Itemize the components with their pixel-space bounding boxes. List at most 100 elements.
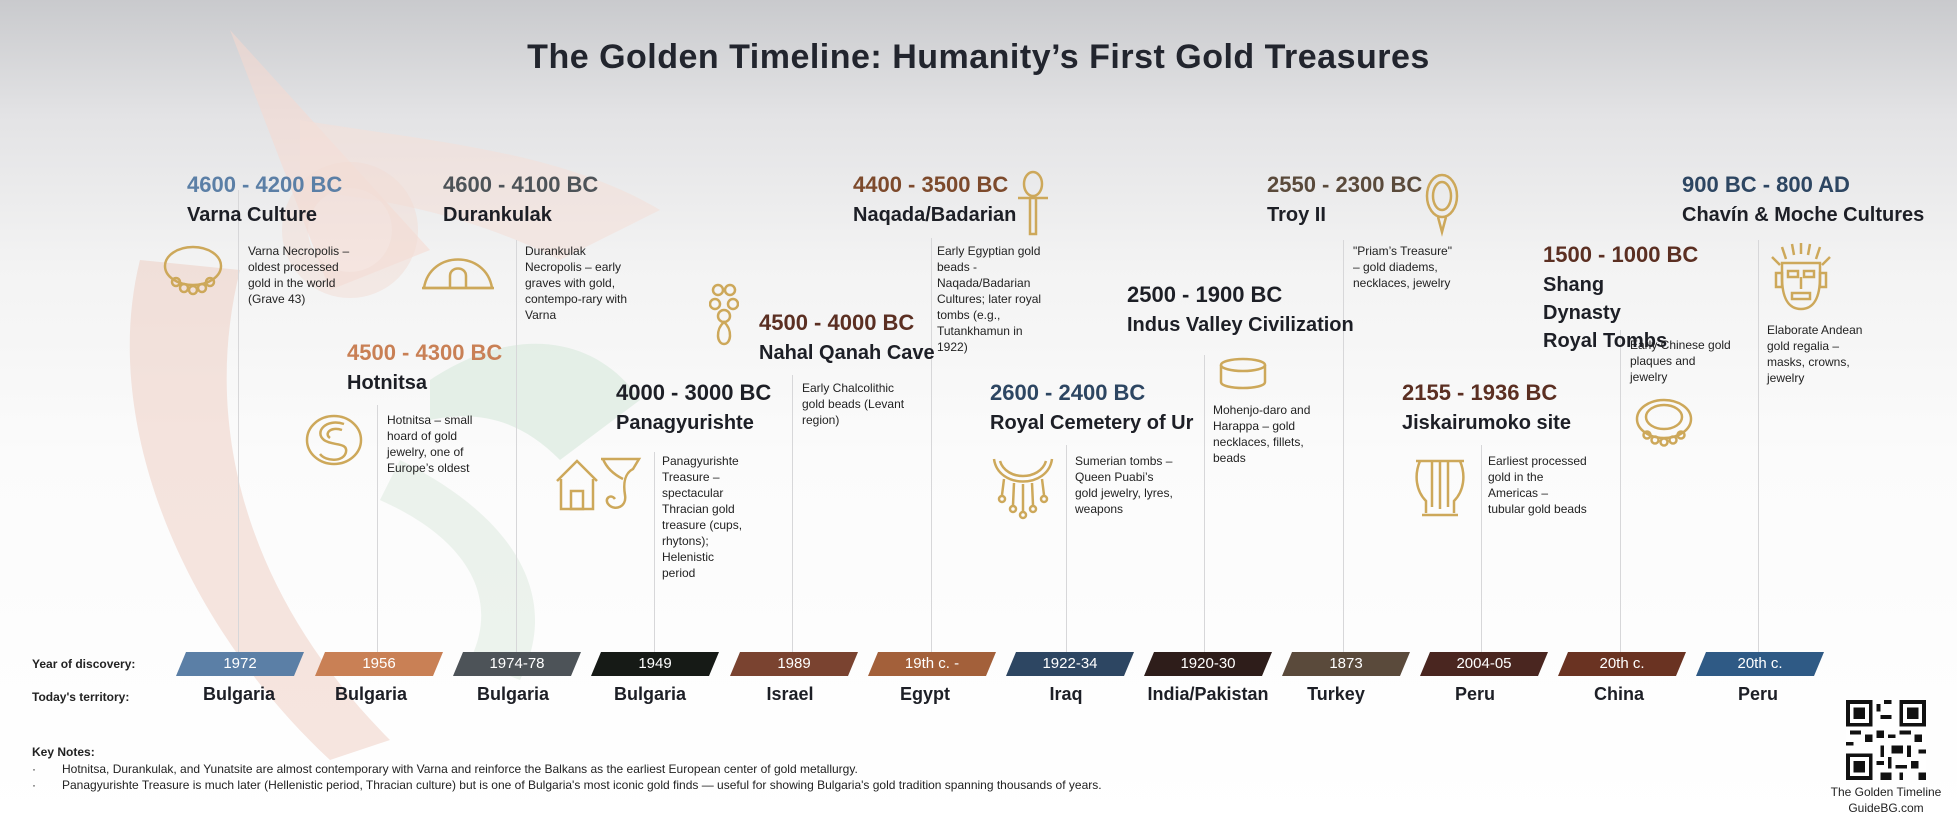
event-name: Panagyurishte	[616, 412, 754, 434]
footer-caption: The Golden Timeline GuideBG.com	[1816, 784, 1956, 816]
crescent-necklace-icon	[990, 455, 1056, 521]
discovery-year-segment: 1920-30	[1144, 652, 1272, 676]
event-chavin: 900 BC - 800 AD Chavín & Moche Cultures	[1682, 172, 1924, 229]
event-dates: 2550 - 2300 BC	[1267, 172, 1423, 197]
event-dates: 1500 - 1000 BC	[1543, 242, 1699, 267]
territory-label: Bulgaria	[202, 684, 276, 704]
event-name: Durankulak	[443, 204, 552, 226]
event-name: Nahal Qanah Cave	[759, 342, 935, 364]
event-varna: 4600 - 4200 BC Varna Culture	[187, 172, 342, 229]
territory-label: China	[1593, 684, 1644, 704]
event-indus: 2500 - 1900 BC Indus Valley Civilization	[1127, 282, 1354, 339]
event-naqada: 4400 - 3500 BC Naqada/Badarian	[853, 172, 1016, 229]
event-dates: 4000 - 3000 BC	[616, 380, 772, 405]
guide-line	[516, 240, 517, 658]
guide-line	[1343, 240, 1344, 658]
event-dates: 4600 - 4200 BC	[187, 172, 343, 197]
event-durankulak: 4600 - 4100 BC Durankulak	[443, 172, 598, 229]
discovery-year-segment: 19th c. -	[868, 652, 996, 676]
guide-line	[654, 452, 655, 658]
event-ur: 2600 - 2400 BC Royal Cemetery of Ur	[990, 380, 1193, 437]
discovery-year-segment: 20th c.	[1696, 652, 1824, 676]
qr-code-icon[interactable]	[1846, 700, 1926, 780]
house-and-rhyton-icon	[553, 455, 643, 513]
event-description: Earliest processed gold in the Americas …	[1488, 454, 1587, 516]
territory-label: Iraq	[1049, 684, 1083, 704]
bead-collar-icon	[1633, 395, 1695, 451]
spiral-ornament-icon	[304, 412, 364, 468]
event-dates: 2600 - 2400 BC	[990, 380, 1146, 405]
guide-line	[377, 405, 378, 658]
event-description: Mohenjo-daro and Harappa – gold necklace…	[1213, 403, 1311, 465]
event-description: Sumerian tombs – Queen Puabi’s gold jewe…	[1075, 454, 1173, 516]
event-dates: 4400 - 3500 BC	[853, 172, 1009, 197]
territory-label: Israel	[766, 684, 814, 704]
guide-line	[1204, 355, 1205, 658]
guide-line	[931, 238, 932, 658]
footer-title: The Golden Timeline	[1830, 785, 1942, 799]
event-name: Hotnitsa	[347, 372, 427, 394]
bead-necklace-icon	[160, 242, 226, 300]
discovery-year-segment: 1989	[730, 652, 858, 676]
key-note-text: Hotnitsa, Durankulak, and Yunatsite are …	[62, 762, 858, 776]
guide-line	[792, 375, 793, 658]
event-name: Varna Culture	[187, 204, 318, 226]
bullet: ·	[32, 762, 36, 776]
event-dates: 2500 - 1900 BC	[1127, 282, 1283, 307]
discovery-year-segment: 1873	[1282, 652, 1410, 676]
event-dates: 4500 - 4000 BC	[759, 310, 915, 335]
guide-line	[238, 190, 239, 658]
page-title: The Golden Timeline: Humanity’s First Go…	[527, 38, 1430, 76]
key-note-text: Panagyurishte Treasure is much later (He…	[62, 778, 1102, 792]
territory-label: Peru	[1737, 684, 1779, 704]
territory-row-label: Today's territory:	[32, 690, 130, 704]
event-nahal-qanah: 4500 - 4000 BC Nahal Qanah Cave	[759, 310, 935, 367]
event-name: Naqada/Badarian	[853, 204, 1017, 226]
key-note-item: · Hotnitsa, Durankulak, and Yunatsite ar…	[32, 761, 1102, 777]
event-description: Hotnitsa – small hoard of gold jewelry, …	[387, 413, 473, 475]
territory-label: Egypt	[899, 684, 950, 704]
event-panagyurishte: 4000 - 3000 BC Panagyurishte	[616, 380, 771, 437]
territory-label: Turkey	[1307, 684, 1365, 704]
discovery-year-segment: 20th c.	[1558, 652, 1686, 676]
bullet: ·	[32, 778, 36, 792]
event-troy: 2550 - 2300 BC Troy II	[1267, 172, 1422, 229]
ankh-icon	[1016, 170, 1050, 236]
burial-mound-icon	[420, 240, 496, 292]
oval-pendant-icon	[1424, 172, 1460, 238]
gold-mask-icon	[1770, 243, 1832, 313]
guide-line	[1481, 445, 1482, 658]
event-hotnitsa: 4500 - 4300 BC Hotnitsa	[347, 340, 502, 397]
event-dates: 2155 - 1936 BC	[1402, 380, 1558, 405]
event-dates: 4600 - 4100 BC	[443, 172, 599, 197]
event-name: Jiskairumoko site	[1402, 412, 1571, 434]
event-description: Panagyurishte Treasure – spectacular Thr…	[662, 454, 743, 580]
event-name: Shang Dynasty Royal Tombs	[1543, 274, 1668, 352]
event-name: Royal Cemetery of Ur	[990, 412, 1194, 434]
key-notes-heading: Key Notes:	[32, 745, 95, 759]
event-description: Elaborate Andean gold regalia – masks, c…	[1767, 323, 1863, 385]
footer-site[interactable]: GuideBG.com	[1848, 801, 1924, 815]
territory-label: Bulgaria	[334, 684, 408, 704]
event-description: Early Egyptian gold beads - Naqada/Badar…	[937, 244, 1042, 354]
discovery-row-label: Year of discovery:	[32, 657, 136, 671]
event-description: Early Chinese gold plaques and jewelry	[1630, 338, 1731, 384]
pendant-necklace-icon	[709, 282, 739, 348]
territory-label: India/Pakistan	[1147, 684, 1269, 704]
event-dates: 4500 - 4300 BC	[347, 340, 503, 365]
event-description: Varna Necropolis – oldest processed gold…	[248, 244, 350, 306]
event-name: Chavín & Moche Cultures	[1682, 204, 1925, 226]
event-description: Durankulak Necropolis – early graves wit…	[525, 244, 628, 322]
territory-label: Bulgaria	[476, 684, 550, 704]
discovery-year-segment: 1972	[176, 652, 304, 676]
guide-line	[1620, 330, 1621, 658]
discovery-year-segment: 1974-78	[453, 652, 581, 676]
guide-line	[1758, 240, 1759, 658]
lyre-icon	[1412, 455, 1468, 521]
event-name: Indus Valley Civilization	[1127, 314, 1354, 336]
territory-label: Peru	[1454, 684, 1496, 704]
event-dates: 900 BC - 800 AD	[1682, 172, 1850, 197]
gold-band-icon	[1218, 356, 1268, 392]
territory-label: Bulgaria	[613, 684, 687, 704]
discovery-year-segment: 1956	[315, 652, 443, 676]
